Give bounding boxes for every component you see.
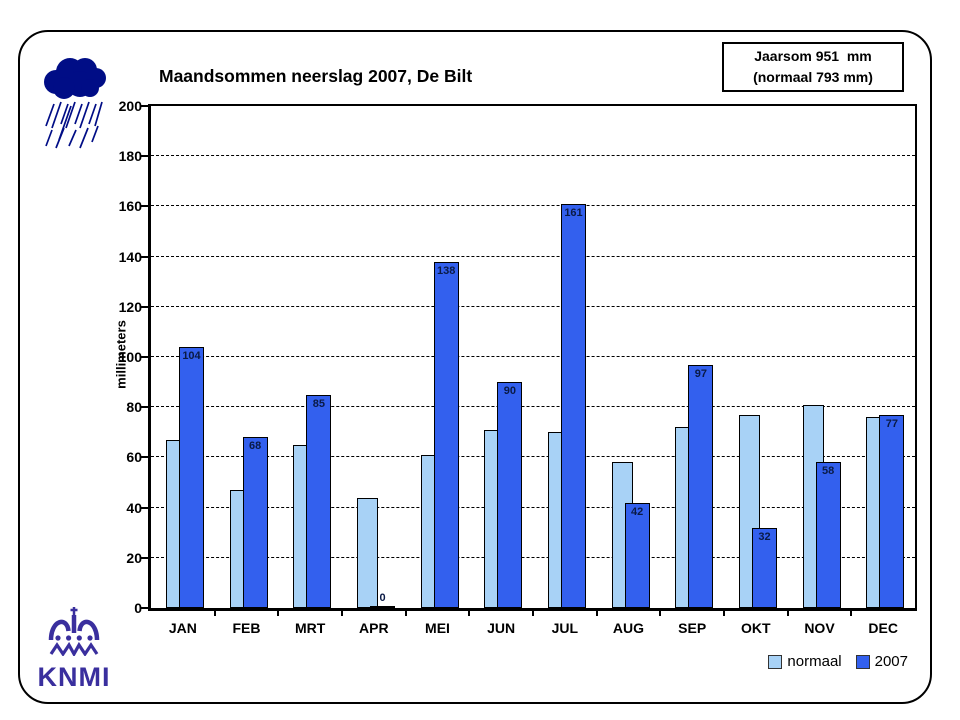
chart-title: Maandsommen neerslag 2007, De Bilt: [159, 66, 473, 86]
x-axis-label: JUN: [487, 620, 516, 636]
rain-cloud-icon: [44, 58, 106, 149]
bar-2007: [242, 437, 268, 608]
x-axis-label: MEI: [425, 620, 450, 636]
x-axis-label: MRT: [294, 620, 326, 636]
x-axis-label: JUL: [551, 620, 579, 636]
x-axis-tick: [404, 611, 407, 616]
bar-2007: [497, 382, 523, 608]
bar-value-label: 104: [182, 349, 201, 362]
plot-area: 104 68 85 0 138 90 161 42 97 32 58 77: [148, 104, 917, 611]
y-axis-tick: [141, 105, 148, 107]
gridline: [151, 255, 915, 257]
bar-value-label: 161: [564, 206, 583, 219]
x-axis-label: SEP: [678, 620, 707, 636]
y-axis-tick: [141, 406, 148, 409]
bar-2007: [624, 502, 650, 608]
gridline: [151, 356, 915, 357]
y-axis-tick-label: 160: [118, 198, 142, 215]
legend-item: 2007: [855, 653, 908, 670]
x-axis-tick: [468, 611, 471, 616]
gridline: [151, 406, 915, 408]
annual-normal-line: (normaal 793 mm): [753, 69, 873, 85]
bar-value-label: 97: [694, 367, 707, 380]
gridline: [151, 305, 915, 307]
legend: normaal 2007: [768, 653, 908, 670]
knmi-crown-icon: [48, 607, 100, 658]
x-axis-tick: [595, 611, 598, 616]
gridline: [151, 205, 915, 207]
gridline: [151, 155, 915, 157]
bar-value-label: 77: [885, 417, 898, 430]
bar-2007: [752, 527, 777, 608]
annual-total-box: Jaarsom 951 mm (normaal 793 mm): [722, 42, 904, 92]
gridline: [151, 556, 915, 558]
x-axis-tick: [850, 611, 853, 616]
bar-2007: [370, 606, 395, 608]
bar-value-label: 68: [249, 440, 262, 453]
x-axis-tick: [532, 611, 534, 616]
knmi-logo-text: KNMI: [37, 662, 111, 692]
x-axis-tick: [341, 611, 343, 616]
y-axis-tick: [141, 356, 148, 358]
bar-2007: [879, 414, 905, 608]
bar-value-label: 58: [822, 465, 835, 478]
y-axis-tick-label: 100: [118, 349, 142, 365]
x-axis-label: NOV: [804, 620, 835, 636]
bar-2007: [306, 394, 332, 608]
x-axis-tick: [277, 611, 280, 616]
y-axis-tick: [141, 155, 148, 158]
annual-total-line: Jaarsom 951 mm: [754, 48, 872, 64]
y-axis-tick-label: 200: [118, 98, 142, 114]
bar-value-label: 0: [379, 592, 386, 604]
bar-value-label: 42: [631, 505, 644, 518]
y-axis-tick-label: 140: [118, 248, 142, 265]
x-axis-label: OKT: [741, 620, 771, 636]
x-axis-tick: [213, 611, 216, 616]
y-axis-tick: [141, 456, 148, 459]
legend-swatch: [768, 654, 783, 669]
legend-label: 2007: [874, 653, 908, 670]
bar-value-label: 90: [503, 385, 516, 398]
bar-2007: [433, 261, 459, 608]
y-axis-tick-label: 0: [134, 600, 142, 616]
y-axis-tick: [141, 305, 148, 308]
y-axis-tick: [141, 506, 148, 509]
bar-2007: [688, 364, 714, 608]
y-axis-tick: [141, 556, 148, 559]
x-axis-tick: [659, 611, 662, 616]
x-axis-tick: [786, 611, 789, 616]
knmi-logo: KNMI: [28, 606, 120, 691]
legend-swatch: [855, 654, 870, 669]
y-axis-tick-label: 60: [126, 449, 142, 466]
bar-normaal: [357, 497, 378, 608]
y-axis-tick-label: 80: [126, 399, 142, 416]
y-axis-tick: [141, 205, 148, 208]
gridline: [151, 506, 915, 508]
y-axis-tick-label: 20: [126, 549, 142, 566]
bar-2007: [815, 462, 841, 608]
bar-value-label: 32: [758, 530, 771, 543]
y-axis-tick: [141, 607, 148, 609]
y-axis-tick: [141, 255, 148, 258]
bar-value-label: 85: [312, 397, 325, 410]
bar-2007: [561, 203, 586, 608]
rain-streaks: [45, 101, 103, 149]
y-axis-tick-label: 40: [126, 499, 142, 516]
x-axis-label: FEB: [232, 620, 261, 636]
legend-item: normaal: [768, 653, 842, 670]
x-axis-label: AUG: [612, 620, 645, 636]
gridline: [151, 456, 915, 458]
x-axis-label: JAN: [168, 620, 197, 636]
y-axis-tick-label: 120: [118, 298, 142, 315]
bar-2007: [179, 346, 204, 608]
y-axis-tick-label: 180: [118, 148, 142, 165]
x-axis-label: DEC: [868, 620, 898, 636]
x-axis-label: APR: [359, 620, 389, 636]
legend-label: normaal: [787, 653, 842, 670]
bar-value-label: 138: [436, 264, 456, 277]
x-axis-tick: [723, 611, 725, 616]
